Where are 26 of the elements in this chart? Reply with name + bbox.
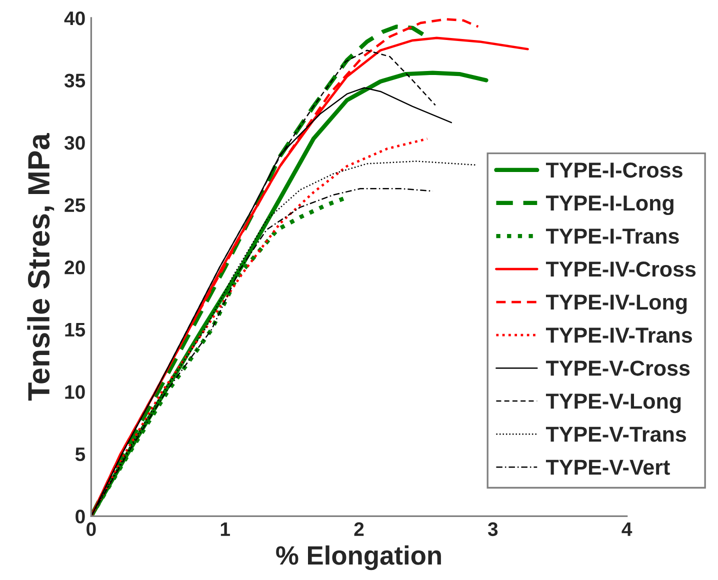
legend-label: TYPE-V-Cross [546, 360, 690, 376]
y-axis-title: Tensile Stres, MPa [27, 133, 54, 401]
legend-label: TYPE-I-Trans [546, 228, 679, 244]
x-tick-label: 0 [86, 522, 96, 536]
y-tick-label: 40 [64, 11, 85, 26]
x-axis-title: % Elongation [276, 545, 441, 570]
legend-label: TYPE-IV-Long [546, 294, 687, 314]
x-tick-label: 4 [622, 522, 632, 536]
y-tick-label: 25 [64, 198, 86, 212]
x-tick-label: 3 [488, 522, 498, 536]
legend-label: TYPE-V-Long [546, 394, 681, 414]
y-tick-label: 35 [64, 74, 86, 88]
x-tick-label: 1 [220, 522, 230, 536]
y-tick-label: 5 [75, 448, 86, 462]
legend-label: TYPE-IV-Trans [546, 328, 692, 343]
y-tick-label: 20 [64, 260, 85, 274]
y-tick-label: 15 [65, 323, 86, 337]
legend-label: TYPE-I-Long [546, 196, 674, 216]
y-tick-label: 0 [76, 510, 85, 524]
legend-label: TYPE-V-Trans [546, 426, 686, 442]
x-tick-label: 2 [354, 522, 364, 536]
y-tick-label: 30 [64, 136, 85, 150]
legend-label: TYPE-I-Cross [546, 162, 682, 178]
legend-label: TYPE-V-Vert [546, 460, 670, 475]
y-tick-label: 10 [65, 385, 85, 399]
legend-label: TYPE-IV-Cross [546, 262, 696, 277]
